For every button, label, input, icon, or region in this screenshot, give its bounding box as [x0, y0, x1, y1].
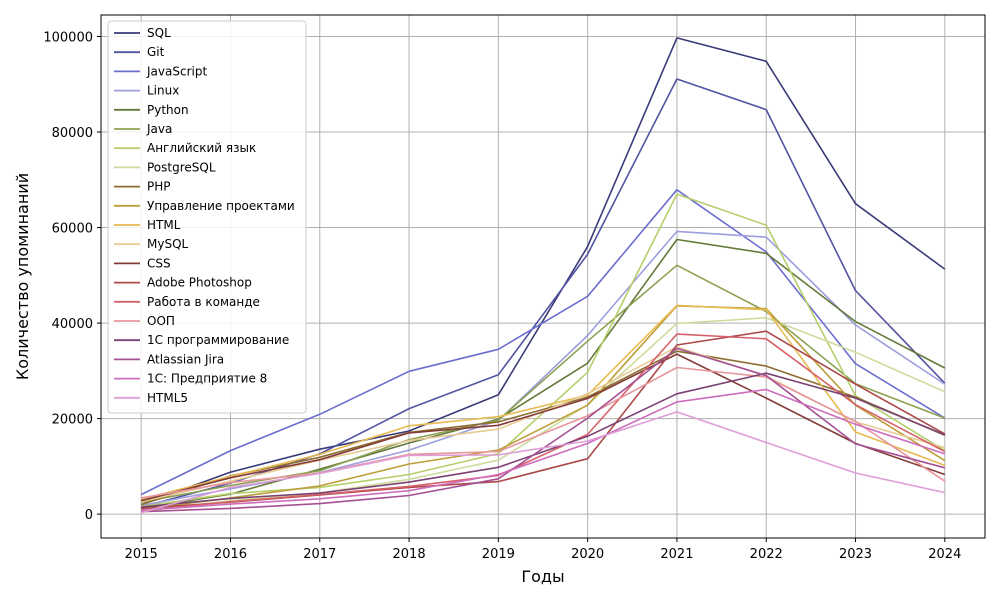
- series-line-1: [140, 37, 946, 506]
- legend-label: Управление проектами: [147, 199, 295, 213]
- legend-label: JavaScript: [146, 64, 207, 78]
- y-tick-label: 100000: [43, 30, 93, 45]
- series-line-9: [140, 350, 946, 506]
- x-tick-label: 2017: [303, 547, 336, 562]
- legend-label: HTML5: [147, 391, 188, 405]
- legend-label: MySQL: [147, 237, 189, 251]
- x-tick-label: 2015: [125, 547, 158, 562]
- series-line-19: [141, 388, 946, 512]
- x-tick-label: 2016: [214, 547, 247, 562]
- legend-label: 1С: Предприятие 8: [147, 372, 267, 386]
- legend: SQL Git JavaScript Linux Python Java Английски…: [107, 20, 307, 414]
- y-tick-label: 20000: [52, 413, 93, 428]
- series-line-16: [141, 366, 946, 499]
- y-tick-label: 60000: [52, 222, 93, 237]
- x-tick-label: 2021: [660, 547, 693, 562]
- series-lines: [140, 37, 946, 514]
- x-tick-label: 2022: [750, 547, 783, 562]
- x-tick-label: 2019: [482, 547, 515, 562]
- x-tick-label: 2024: [928, 547, 961, 562]
- legend-label: Linux: [147, 84, 179, 98]
- legend-label: Java: [146, 122, 172, 136]
- series-line-7: [141, 193, 946, 508]
- legend-label: Git: [147, 45, 165, 59]
- legend-label: CSS: [147, 256, 171, 270]
- y-axis-title: Количество упоминаний: [13, 173, 32, 380]
- legend-label: HTML: [147, 218, 181, 232]
- legend-label: SQL: [147, 26, 171, 40]
- legend-label: 1С программирование: [147, 333, 289, 347]
- axis-ticks: 2015 2016 2017 2018 2019 2020 2021 2022 2023 2024…: [43, 30, 961, 562]
- y-tick-label: 40000: [52, 317, 93, 332]
- series-line-20: [140, 411, 945, 514]
- x-tick-label: 2023: [839, 547, 872, 562]
- legend-label: Python: [147, 103, 189, 117]
- series-line-17: [141, 372, 946, 508]
- series-line-13: [141, 353, 946, 502]
- legend-label: PHP: [147, 180, 171, 194]
- x-tick-label: 2018: [393, 547, 426, 562]
- legend-label: Английский язык: [147, 141, 256, 155]
- series-line-8: [141, 316, 946, 513]
- legend-box: [107, 20, 307, 414]
- legend-label: Atlassian Jira: [147, 352, 224, 366]
- legend-label: Работа в команде: [147, 295, 260, 309]
- series-line-15: [141, 333, 946, 512]
- legend-label: ООП: [147, 314, 175, 328]
- y-tick-label: 0: [85, 508, 93, 523]
- x-axis-title: Годы: [521, 567, 564, 586]
- legend-label: PostgreSQL: [147, 160, 216, 174]
- y-tick-label: 80000: [52, 126, 93, 141]
- x-tick-label: 2020: [571, 547, 604, 562]
- legend-label: Adobe Photoshop: [147, 276, 252, 290]
- series-line-3: [140, 189, 946, 496]
- series-line-5: [141, 238, 946, 510]
- plot-frame: [100, 14, 986, 539]
